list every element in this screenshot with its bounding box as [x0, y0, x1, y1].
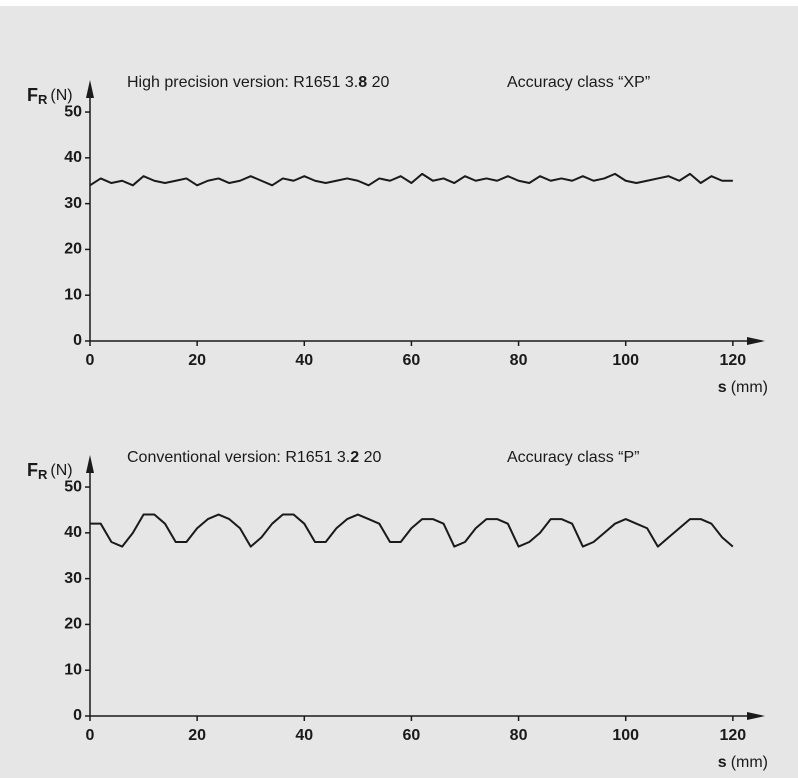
x-tick-label: 60 — [403, 727, 421, 744]
y-label-subscript: R — [38, 92, 48, 107]
y-tick-label: 10 — [64, 286, 82, 303]
x-tick-label: 80 — [510, 352, 528, 369]
x-tick-label: 0 — [86, 727, 95, 744]
x-axis-arrow — [747, 337, 765, 345]
chart-title: High precision version: R1651 3.8 20 — [127, 74, 389, 91]
x-tick-label: 100 — [612, 727, 639, 744]
x-label-symbol: s — [718, 754, 727, 771]
x-tick-label: 120 — [720, 352, 747, 369]
annotation: Accuracy class “P” — [507, 449, 639, 466]
title-part: 20 — [367, 74, 389, 91]
y-label-symbol: F — [27, 85, 38, 105]
y-axis-arrow — [86, 80, 94, 98]
annotation: Accuracy class “XP” — [507, 74, 650, 91]
chart-title: Conventional version: R1651 3.2 20 — [127, 449, 382, 466]
y-tick-label: 40 — [64, 149, 82, 166]
y-label-unit: (N) — [50, 462, 72, 479]
title-part: 20 — [359, 449, 381, 466]
x-label-unit: (mm) — [731, 754, 768, 771]
x-tick-label: 0 — [86, 352, 95, 369]
x-tick-label: 80 — [510, 727, 528, 744]
title-part: Conventional version: R1651 3. — [127, 449, 350, 466]
y-axis-label: FR (N) — [27, 460, 73, 483]
x-axis-label: s (mm) — [718, 754, 768, 771]
title-part: 8 — [358, 74, 367, 91]
y-tick-label: 30 — [64, 195, 82, 212]
y-label-symbol: F — [27, 460, 38, 480]
y-tick-label: 40 — [64, 524, 82, 541]
y-tick-label: 10 — [64, 661, 82, 678]
x-tick-label: 20 — [188, 727, 206, 744]
y-label-unit: (N) — [50, 87, 72, 104]
x-tick-label: 100 — [612, 352, 639, 369]
y-tick-label: 0 — [73, 707, 82, 724]
data-line — [90, 513, 734, 548]
x-label-symbol: s — [718, 379, 727, 396]
title-part: High precision version: R1651 3. — [127, 74, 358, 91]
y-tick-label: 50 — [64, 103, 82, 120]
y-tick-label: 20 — [64, 616, 82, 633]
x-tick-label: 20 — [188, 352, 206, 369]
x-tick-label: 40 — [295, 727, 313, 744]
y-tick-label: 0 — [73, 332, 82, 349]
x-axis-label: s (mm) — [718, 379, 768, 396]
x-tick-label: 40 — [295, 352, 313, 369]
y-tick-label: 30 — [64, 570, 82, 587]
x-tick-label: 120 — [720, 727, 747, 744]
x-tick-label: 60 — [403, 352, 421, 369]
y-axis-arrow — [86, 455, 94, 473]
x-label-unit: (mm) — [731, 379, 768, 396]
x-axis-arrow — [747, 712, 765, 720]
title-part: 2 — [350, 449, 359, 466]
background — [0, 6, 798, 778]
y-tick-label: 50 — [64, 478, 82, 495]
y-axis-label: FR (N) — [27, 85, 73, 108]
data-line — [89, 172, 733, 187]
y-label-subscript: R — [38, 467, 48, 482]
y-tick-label: 20 — [64, 241, 82, 258]
